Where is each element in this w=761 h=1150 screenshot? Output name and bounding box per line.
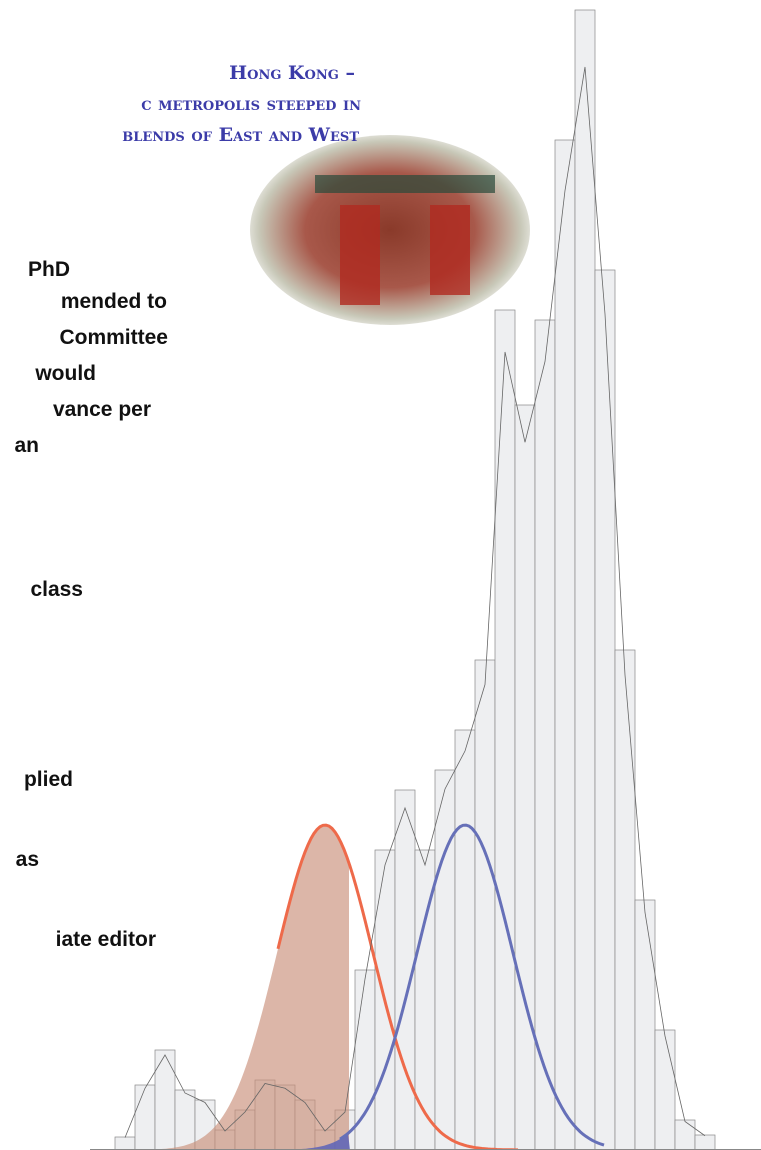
shaded-area	[100, 825, 349, 1150]
photo-detail	[315, 175, 495, 193]
bar	[594, 269, 616, 1150]
bar	[494, 309, 516, 1150]
body-text: Committee	[59, 326, 168, 349]
bar	[174, 1089, 196, 1150]
density-curve	[339, 823, 605, 1147]
bar	[154, 1049, 176, 1150]
body-text: as	[15, 848, 39, 871]
header-line: c metropolis steeped in	[141, 93, 361, 115]
shaded-area	[270, 1133, 350, 1150]
photo	[250, 135, 530, 325]
body-text: plied	[23, 768, 73, 791]
body-text: an	[14, 434, 39, 457]
bar	[654, 1029, 676, 1150]
bar	[534, 319, 556, 1150]
body-text: vance per	[52, 398, 151, 421]
bar	[574, 9, 596, 1150]
body-text: mended to	[60, 290, 167, 313]
body-text: class	[30, 578, 83, 601]
bar	[454, 729, 476, 1150]
body-text: PhD	[28, 258, 70, 281]
bar	[614, 649, 636, 1150]
body-text: would	[35, 362, 96, 385]
bar	[554, 139, 576, 1150]
photo-detail	[340, 205, 380, 305]
smooth-line	[124, 66, 706, 1138]
bar	[114, 1136, 136, 1150]
density-curve	[276, 823, 518, 1150]
bar	[514, 404, 536, 1150]
header-line: blends of East and West	[122, 124, 359, 146]
bar	[694, 1134, 716, 1150]
bar	[434, 769, 456, 1150]
bar	[474, 659, 496, 1150]
bar	[634, 899, 656, 1150]
bar	[134, 1084, 156, 1150]
body-text: iate editor	[55, 928, 156, 951]
header-line: Hong Kong –	[229, 62, 355, 84]
photo-detail	[430, 205, 470, 295]
bar	[674, 1119, 696, 1150]
